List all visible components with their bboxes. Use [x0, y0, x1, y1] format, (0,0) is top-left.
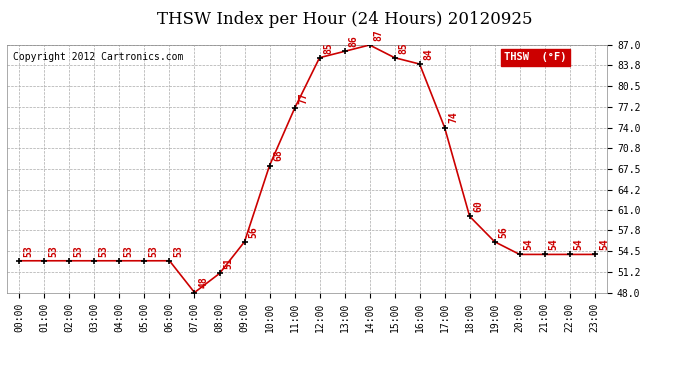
Text: THSW  (°F): THSW (°F) [504, 53, 566, 62]
Text: 56: 56 [248, 226, 259, 238]
Text: 56: 56 [499, 226, 509, 238]
Text: 53: 53 [23, 245, 34, 256]
Text: 53: 53 [48, 245, 59, 256]
Text: 77: 77 [299, 93, 308, 104]
Text: 54: 54 [524, 238, 534, 250]
Text: 48: 48 [199, 277, 208, 288]
Text: 85: 85 [399, 42, 408, 54]
Text: 53: 53 [124, 245, 134, 256]
Text: 54: 54 [549, 238, 559, 250]
Text: 68: 68 [274, 150, 284, 161]
Text: 60: 60 [474, 200, 484, 212]
Text: Copyright 2012 Cartronics.com: Copyright 2012 Cartronics.com [13, 53, 184, 62]
Text: 74: 74 [448, 112, 459, 123]
Text: 84: 84 [424, 48, 434, 60]
Text: 51: 51 [224, 258, 234, 269]
Text: 87: 87 [374, 29, 384, 41]
Text: 53: 53 [99, 245, 108, 256]
Text: 53: 53 [74, 245, 83, 256]
Text: 86: 86 [348, 35, 359, 47]
Text: 53: 53 [174, 245, 184, 256]
Text: 85: 85 [324, 42, 334, 54]
Text: 53: 53 [148, 245, 159, 256]
Text: THSW Index per Hour (24 Hours) 20120925: THSW Index per Hour (24 Hours) 20120925 [157, 11, 533, 28]
Text: 54: 54 [574, 238, 584, 250]
Text: 54: 54 [599, 238, 609, 250]
